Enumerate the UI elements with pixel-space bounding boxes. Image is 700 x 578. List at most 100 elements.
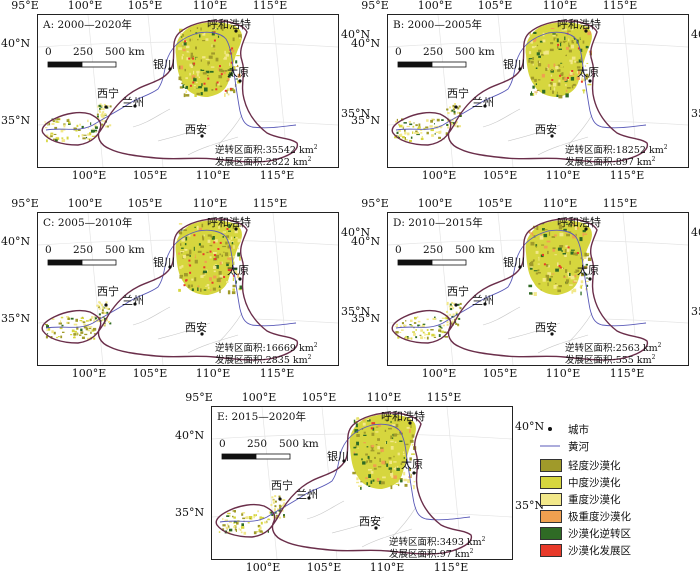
yellow-river-line [45,31,297,131]
land-patch [215,57,219,62]
land-patch [98,316,101,319]
land-patch [433,334,436,337]
land-patch [573,36,575,39]
land-patch [202,272,206,276]
land-patch [566,89,568,92]
land-patch [227,78,230,81]
development-patch [557,43,560,46]
land-patch [538,55,541,58]
land-patch [543,51,547,55]
land-patch [535,67,538,69]
land-patch [386,441,388,444]
development-patch [189,84,192,87]
scale-zero: 0 [395,46,402,58]
land-patch [390,472,394,477]
land-patch [211,236,215,240]
land-patch [554,254,557,256]
land-patch [371,444,375,448]
city-label: 西安 [359,515,381,528]
longitude-tick-label: 110°E [545,367,581,380]
latitude-tick-label: 40°N [1,235,31,248]
city-label: 银川 [503,256,525,269]
land-patch [532,233,534,236]
development-area-text: 发展区面积:97 km2 [389,548,474,561]
land-patch [234,525,237,528]
land-patch [565,54,567,57]
land-patch [88,318,91,322]
land-patch [568,73,572,76]
land-patch [178,231,183,235]
latitude-tick-label: 35°N [175,506,205,519]
land-patch [405,337,408,340]
tributary-line [482,108,521,128]
land-patch [561,29,566,31]
moderate-desertification-region [175,22,242,97]
land-patch [194,259,198,264]
land-patch [456,317,459,320]
land-patch [231,242,234,245]
land-patch [86,320,89,322]
land-patch [236,223,238,227]
land-patch [45,127,48,129]
land-patch [47,333,49,335]
graticule-line [437,213,454,365]
land-patch [182,255,186,259]
land-patch [393,433,398,437]
city-label: 太原 [401,458,423,471]
land-patch [447,126,450,129]
land-patch [195,46,197,50]
land-patch [534,45,537,48]
land-patch [439,327,443,329]
land-patch [395,466,397,471]
land-patch [547,250,549,255]
scale-bar-segment [81,61,117,68]
basin-boundary [41,218,299,361]
land-patch [441,320,444,321]
land-patch [458,105,461,108]
panel-title: E: 2015—2020年 [217,411,306,423]
scale-mid: 250 [73,46,94,58]
land-patch [585,26,590,29]
development-patch [202,253,205,256]
land-patch [533,235,536,238]
land-patch [396,118,398,122]
land-patch [95,131,97,133]
land-patch [581,76,583,81]
legend-swatch [540,527,562,540]
scale-bar [397,259,467,266]
land-patch [195,245,199,248]
land-patch [545,50,549,55]
land-patch [562,253,566,255]
city-dot-icon [412,471,416,475]
land-patch [439,330,442,333]
land-patch [197,285,200,288]
land-patch [183,93,186,98]
land-patch [94,317,98,320]
land-patch [211,89,214,91]
land-patch [395,134,398,138]
land-patch [426,131,429,135]
land-patch [193,78,197,82]
land-patch [446,123,449,126]
tributary-line [187,334,239,354]
land-patch [101,304,103,307]
land-patch [200,92,203,96]
land-patch [398,135,400,138]
land-patch [583,233,588,235]
development-patch [371,422,374,425]
land-patch [416,316,419,318]
land-patch [407,337,410,340]
land-patch [565,232,567,234]
land-patch [213,27,215,30]
land-patch [402,463,404,468]
land-patch [439,320,442,322]
scale-bar [47,61,117,68]
land-patch [585,263,588,266]
land-patch [553,285,557,289]
land-patch [454,122,457,125]
panel-title: B: 2000—2005年 [393,19,483,31]
land-patch [589,51,592,56]
land-patch [429,125,433,128]
latitude-tick-label: 40°N [351,235,381,248]
panel-title: D: 2010—2015年 [393,217,483,229]
